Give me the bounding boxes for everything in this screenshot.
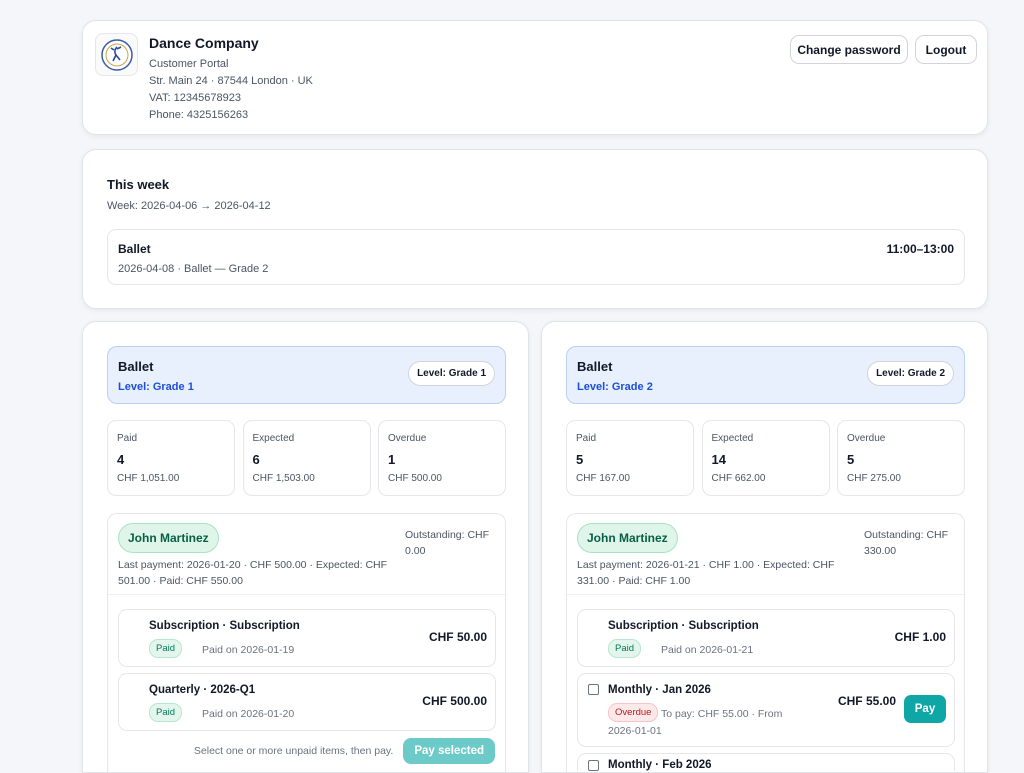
pay-button[interactable]: Pay — [904, 695, 946, 723]
stat-paid: Paid 4 CHF 1,051.00 — [107, 420, 235, 496]
event-detail: 2026-04-08 · Ballet — Grade 2 — [118, 263, 269, 275]
payment-footer: Select one or more unpaid items, then pa… — [194, 738, 495, 764]
group-level: Level: Grade 1 — [118, 381, 194, 393]
status-badge: Paid — [149, 703, 183, 722]
stat-expected: Expected 6 CHF 1,503.00 — [242, 420, 371, 496]
invoice-item: Monthly · Jan 2026 Overdue To pay: CHF 55.… — [577, 673, 955, 747]
stat-label: Paid — [117, 433, 138, 444]
schedule-event[interactable]: Ballet 2026-04-08 · Ballet — Grade 2 11:… — [107, 229, 965, 285]
stat-label: Expected — [711, 433, 754, 444]
status-badge: Paid — [149, 639, 183, 658]
invoice-item: Subscription · Subscription Paid Paid on 2… — [577, 609, 955, 667]
group-title: Ballet — [118, 359, 154, 374]
customer-card: John Martinez Last payment: 2026-01-20 · … — [107, 513, 506, 772]
outstanding-amount: Outstanding: CHF 0.00 — [405, 529, 490, 557]
divider — [108, 594, 505, 595]
select-item-checkbox[interactable] — [588, 684, 599, 695]
stat-amount: CHF 275.00 — [847, 473, 901, 484]
company-phone: Phone: 4325156263 — [149, 109, 249, 121]
stat-overdue: Overdue 5 CHF 275.00 — [837, 420, 965, 496]
event-name: Ballet — [118, 242, 151, 256]
company-logo — [95, 33, 138, 76]
status-badge: Overdue — [608, 703, 659, 722]
customer-card: John Martinez Last payment: 2026-01-21 · … — [566, 513, 965, 772]
stat-count: 1 — [388, 452, 396, 467]
customer-name-badge: John Martinez — [577, 523, 678, 553]
item-title: Subscription · Subscription — [149, 620, 300, 632]
stat-overdue: Overdue 1 CHF 500.00 — [378, 420, 506, 496]
event-time: 11:00–13:00 — [886, 242, 954, 256]
status-badge: Paid — [608, 639, 642, 658]
invoice-item: Quarterly · 2026-Q1 Paid Paid on 2026-01-2… — [118, 673, 496, 731]
stat-expected: Expected 14 CHF 662.00 — [701, 420, 830, 496]
stat-amount: CHF 1,503.00 — [252, 473, 315, 484]
level-badge: Level: Grade 2 — [867, 361, 954, 386]
item-amount: CHF 50.00 — [428, 630, 487, 644]
customer-payment-summary: Last payment: 2026-01-20 · CHF 500.00 · … — [118, 559, 388, 587]
stat-amount: CHF 500.00 — [388, 473, 442, 484]
stat-count: 5 — [576, 452, 584, 467]
item-amount: CHF 500.00 — [422, 694, 487, 708]
level-badge: Level: Grade 1 — [408, 361, 495, 386]
item-description: To pay: CHF 55.00 · From 2026-01-01 — [608, 708, 783, 737]
divider — [567, 594, 964, 595]
stat-label: Overdue — [388, 433, 427, 444]
pay-hint: Select one or more unpaid items, then pa… — [193, 745, 394, 757]
company-address: Str. Main 24 · 87544 London · UK — [149, 75, 313, 87]
item-title: Quarterly · 2026-Q1 — [149, 684, 256, 696]
item-amount: CHF 55.00 — [837, 694, 896, 708]
customer-payment-summary: Last payment: 2026-01-21 · CHF 1.00 · Ex… — [577, 559, 835, 587]
stat-amount: CHF 1,051.00 — [117, 473, 180, 484]
logout-button[interactable]: Logout — [915, 35, 977, 64]
customer-name-badge: John Martinez — [118, 523, 219, 553]
ballet-dancer-seal-logo-icon — [100, 38, 133, 71]
change-password-button[interactable]: Change password — [790, 35, 908, 64]
stat-count: 14 — [711, 452, 726, 467]
item-title: Monthly · Feb 2026 — [608, 759, 712, 771]
invoice-item: Monthly · Feb 2026 — [577, 753, 955, 771]
stat-label: Expected — [252, 433, 295, 444]
week-range: Week: 2026-04-06 → 2026-04-12 — [107, 200, 271, 212]
group-column: Ballet Level: Grade 1 Level: Grade 1 Paid 4 C… — [82, 321, 529, 773]
item-description: Paid on 2026-01-19 — [202, 644, 295, 656]
stat-count: 6 — [252, 452, 260, 467]
item-description: Paid on 2026-01-20 — [202, 708, 295, 720]
company-header: Dance Company Customer Portal Str. Main … — [82, 20, 988, 135]
group-header: Ballet Level: Grade 1 Level: Grade 1 — [107, 346, 506, 404]
company-vat: VAT: 12345678923 — [149, 92, 241, 104]
item-title: Monthly · Jan 2026 — [608, 684, 711, 696]
stat-amount: CHF 662.00 — [711, 473, 766, 484]
this-week-section: This week Week: 2026-04-06 → 2026-04-12 … — [82, 149, 988, 309]
item-description: Paid on 2026-01-21 — [661, 644, 754, 656]
pay-selected-button[interactable]: Pay selected — [403, 738, 495, 764]
invoice-item: Subscription · Subscription Paid Paid on 2… — [118, 609, 496, 667]
company-name: Dance Company — [149, 35, 259, 51]
stat-paid: Paid 5 CHF 167.00 — [566, 420, 694, 496]
group-level: Level: Grade 2 — [577, 381, 653, 393]
stat-count: 5 — [847, 452, 855, 467]
group-column: Ballet Level: Grade 2 Level: Grade 2 Paid 5 C… — [541, 321, 988, 773]
select-item-checkbox[interactable] — [588, 760, 599, 771]
section-title: This week — [107, 177, 170, 192]
stat-count: 4 — [117, 452, 125, 467]
group-title: Ballet — [577, 359, 613, 374]
stat-label: Overdue — [847, 433, 886, 444]
outstanding-amount: Outstanding: CHF 330.00 — [864, 529, 949, 557]
item-title: Subscription · Subscription — [608, 620, 759, 632]
item-amount: CHF 1.00 — [894, 630, 946, 644]
stat-amount: CHF 167.00 — [576, 473, 630, 484]
group-header: Ballet Level: Grade 2 Level: Grade 2 — [566, 346, 965, 404]
stat-label: Paid — [576, 433, 597, 444]
portal-subtitle: Customer Portal — [149, 58, 229, 70]
